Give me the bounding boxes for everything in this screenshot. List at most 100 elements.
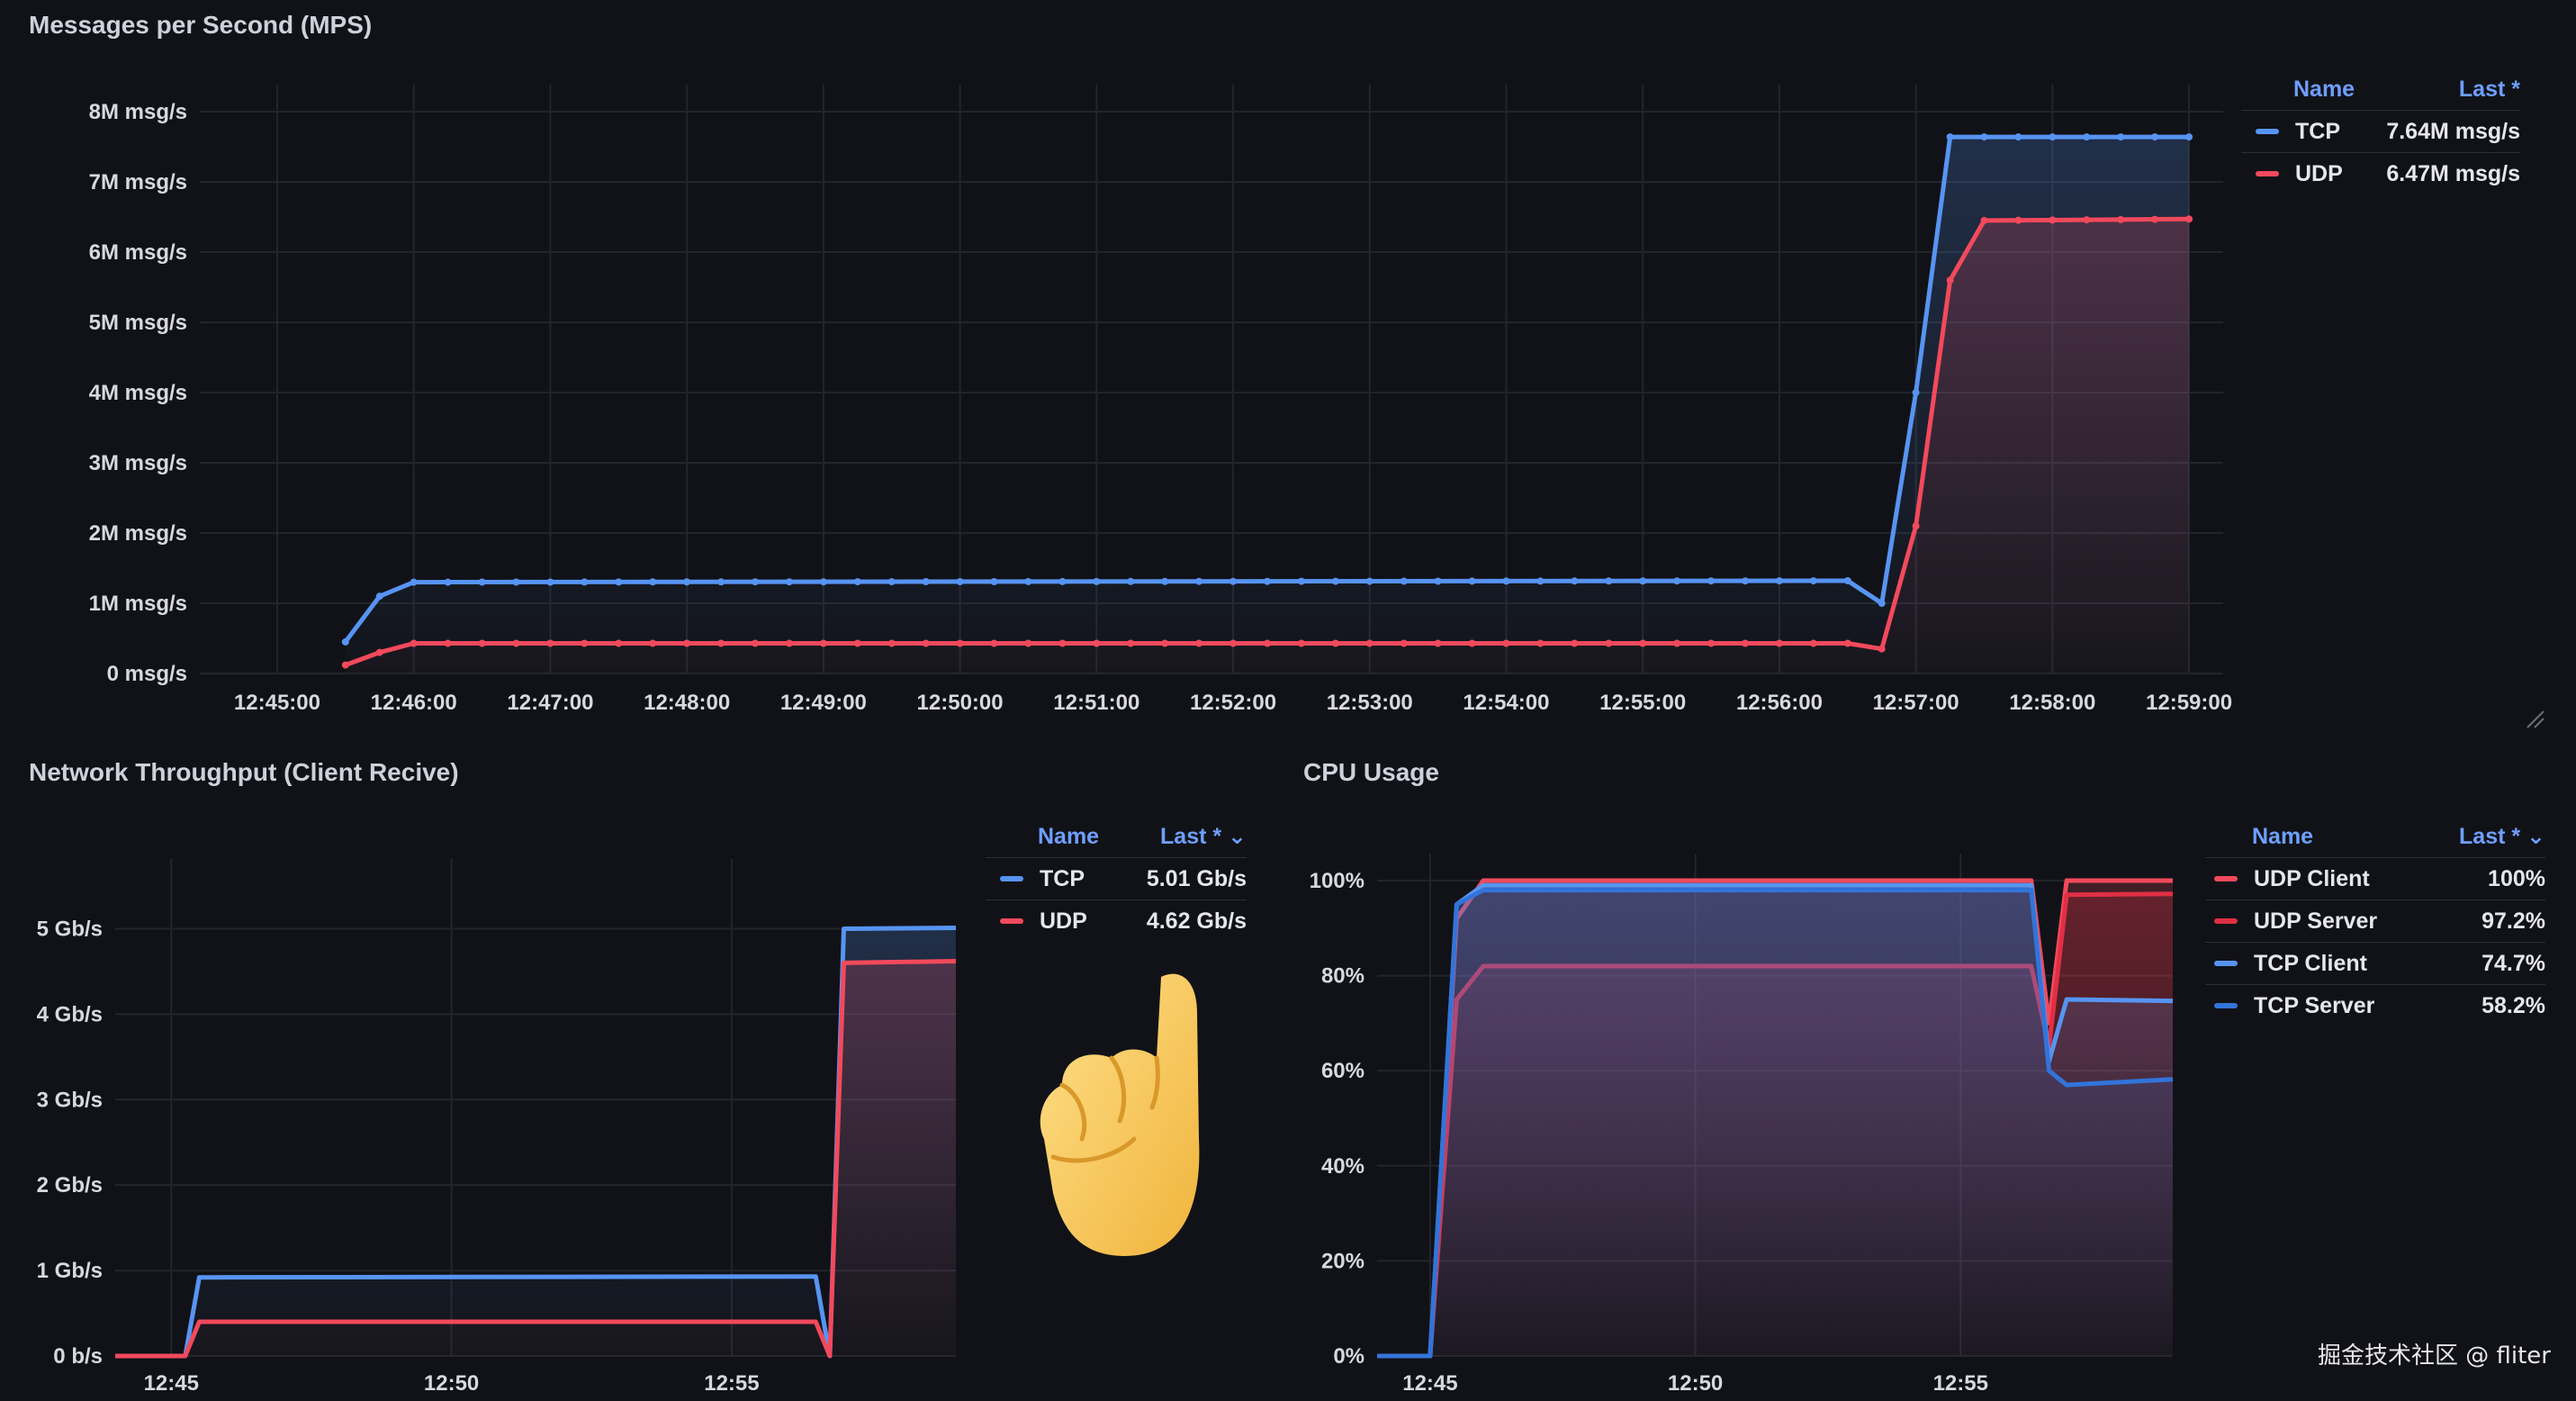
data-point	[1127, 639, 1135, 647]
x-tick-label: 12:49:00	[780, 691, 867, 715]
mps-panel-title: Messages per Second (MPS)	[29, 11, 373, 39]
data-point	[1639, 577, 1647, 585]
legend-item-udp-server[interactable]: UDP Server 97.2%	[2205, 899, 2545, 942]
x-tick-label: 12:52:00	[1190, 691, 1276, 715]
legend-item-name: TCP	[1040, 865, 1085, 891]
legend-item-udp[interactable]: UDP 6.47M msg/s	[2241, 152, 2520, 194]
y-tick-label: 7M msg/s	[89, 170, 187, 194]
x-tick-label: 12:55	[1933, 1371, 1988, 1396]
cpu-legend-header: Name Last * ⌄	[2205, 816, 2545, 857]
legend-item-value: 5.01 Gb/s	[1146, 865, 1247, 891]
data-point	[956, 639, 964, 647]
data-point	[990, 639, 998, 647]
x-tick-label: 12:55	[704, 1371, 759, 1396]
y-tick-label: 4M msg/s	[89, 381, 187, 405]
data-point	[1809, 639, 1817, 647]
legend-name-header[interactable]: Name	[2252, 823, 2314, 849]
data-point	[1365, 577, 1374, 585]
y-tick-label: 0%	[1333, 1344, 1365, 1369]
data-point	[1468, 577, 1476, 585]
data-point	[683, 639, 691, 647]
legend-item-tcp[interactable]: TCP 7.64M msg/s	[2241, 110, 2520, 152]
data-point	[444, 578, 452, 586]
data-point	[2117, 133, 2125, 141]
data-point	[2049, 133, 2057, 141]
data-point	[1536, 577, 1545, 585]
legend-name-header[interactable]: Name	[1038, 823, 1100, 849]
legend-item-name: UDP Client	[2254, 865, 2370, 891]
tcp-server-swatch	[2214, 1003, 2238, 1008]
legend-item-udp-client[interactable]: UDP Client 100%	[2205, 857, 2545, 899]
data-point	[410, 578, 418, 586]
x-tick-label: 12:58:00	[2009, 691, 2095, 715]
x-tick-label: 12:45:00	[234, 691, 320, 715]
data-point	[887, 639, 896, 647]
data-point	[1843, 577, 1851, 584]
legend-item-value: 4.62 Gb/s	[1146, 908, 1247, 934]
legend-item-name: TCP	[2295, 118, 2340, 144]
tcp-client-swatch	[2214, 961, 2238, 966]
y-tick-label: 0 msg/s	[107, 662, 187, 686]
data-point	[1161, 577, 1169, 585]
data-point	[1742, 639, 1749, 647]
data-point	[853, 639, 861, 647]
data-point	[512, 578, 520, 586]
series-line-tcp	[343, 134, 2190, 644]
x-tick-label: 12:50:00	[917, 691, 1004, 715]
series-line-udp	[115, 959, 957, 1359]
resize-handle-icon[interactable]	[2526, 710, 2545, 729]
legend-item-tcp[interactable]: TCP 5.01 Gb/s	[986, 857, 1247, 899]
data-point	[717, 578, 725, 586]
legend-name-header[interactable]: Name	[2293, 76, 2355, 102]
network-panel-title: Network Throughput (Client Recive)	[29, 758, 459, 786]
legend-last-header[interactable]: Last * ⌄	[1160, 824, 1247, 849]
data-point	[785, 578, 793, 586]
data-point	[2185, 215, 2193, 223]
data-point	[1161, 639, 1169, 647]
data-point	[1639, 639, 1647, 647]
legend-item-udp[interactable]: UDP 4.62 Gb/s	[986, 899, 1247, 942]
legend-item-tcp-client[interactable]: TCP Client 74.7%	[2205, 942, 2545, 984]
data-point	[1331, 577, 1339, 585]
y-tick-label: 20%	[1321, 1249, 1365, 1273]
legend-item-value: 58.2%	[2481, 992, 2545, 1018]
data-point	[2083, 216, 2091, 224]
data-point	[649, 578, 657, 586]
legend-item-name: UDP Server	[2254, 908, 2378, 934]
mps-chart: 0 msg/s 1M msg/s 2M msg/s 3M msg/s 4M msg/s 5…	[89, 85, 2232, 715]
data-point	[1468, 639, 1476, 647]
data-point	[2014, 216, 2022, 224]
data-point	[1264, 577, 1271, 585]
x-tick-label: 12:59:00	[2146, 691, 2232, 715]
data-point	[2185, 133, 2193, 141]
cpu-legend: Name Last * ⌄ UDP Client 100% UDP Server…	[2205, 816, 2545, 1026]
data-point	[1195, 577, 1203, 585]
data-point	[956, 578, 964, 585]
data-point	[1434, 639, 1442, 647]
legend-item-tcp-server[interactable]: TCP Server 58.2%	[2205, 984, 2545, 1026]
data-point	[1980, 216, 1988, 224]
data-point	[581, 578, 589, 586]
udp-swatch	[1000, 918, 1023, 924]
legend-last-header[interactable]: Last * ⌄	[2459, 824, 2545, 849]
data-point	[752, 639, 759, 647]
data-point	[1434, 577, 1442, 585]
data-point	[2014, 133, 2022, 141]
data-point	[1093, 639, 1101, 647]
data-point	[853, 578, 861, 586]
data-point	[1502, 639, 1510, 647]
data-point	[1331, 639, 1339, 647]
data-point	[341, 661, 349, 669]
y-tick-label: 3M msg/s	[89, 451, 187, 475]
data-point	[1127, 577, 1135, 585]
series-area-udp	[345, 219, 2190, 674]
data-point	[410, 639, 418, 647]
data-point	[1502, 577, 1510, 585]
data-point	[546, 639, 554, 647]
y-tick-label: 5 Gb/s	[37, 917, 103, 941]
legend-last-header[interactable]: Last *	[2458, 76, 2520, 102]
data-point	[1365, 639, 1374, 647]
network-legend-header: Name Last * ⌄	[986, 816, 1247, 857]
data-point	[1980, 133, 1988, 141]
data-point	[1400, 577, 1408, 585]
